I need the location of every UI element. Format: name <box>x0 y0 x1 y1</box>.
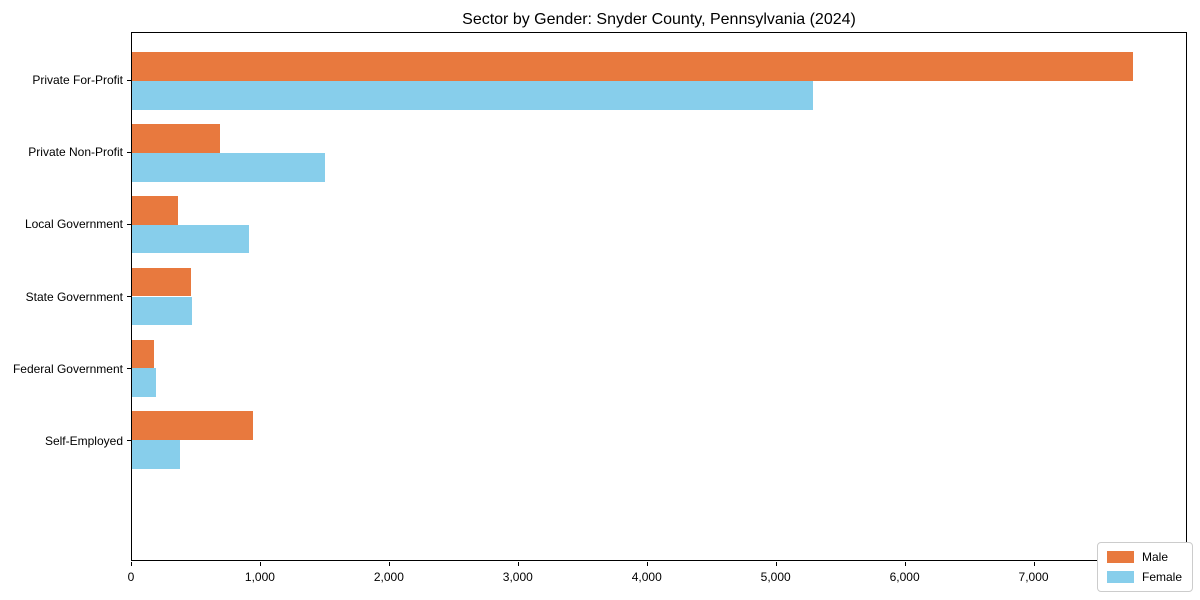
bar-male-0 <box>132 52 1134 81</box>
x-tick <box>1033 562 1035 566</box>
x-tick-label: 4,000 <box>631 570 662 584</box>
bar-male-5 <box>132 411 253 441</box>
legend-swatch-female <box>1106 571 1134 583</box>
x-tick <box>388 562 390 566</box>
chart-title: Sector by Gender: Snyder County, Pennsyl… <box>462 11 856 28</box>
y-axis-label: State Government <box>25 289 123 304</box>
y-tick <box>127 151 131 153</box>
bar-female-2 <box>132 224 250 254</box>
legend-entry-female: Female <box>1106 570 1182 584</box>
x-tick-label: 2,000 <box>373 570 404 584</box>
x-tick <box>517 562 519 566</box>
y-tick <box>127 223 131 225</box>
x-tick-label: 6,000 <box>889 570 920 584</box>
x-tick <box>775 562 777 566</box>
legend-label: Male <box>1141 550 1168 564</box>
x-tick <box>646 562 648 566</box>
x-tick-label: 5,000 <box>760 570 791 584</box>
bar-female-3 <box>132 296 193 326</box>
bar-female-5 <box>132 440 180 469</box>
legend-entry-male: Male <box>1106 550 1182 564</box>
y-axis-label: Federal Government <box>12 361 123 376</box>
y-tick <box>127 440 131 442</box>
legend-swatch-male <box>1106 551 1134 563</box>
x-tick-label: 3,000 <box>502 570 533 584</box>
bar-female-4 <box>132 368 157 398</box>
x-tick <box>131 562 132 566</box>
legend: Male Female <box>1096 542 1193 592</box>
bar-male-3 <box>132 267 192 297</box>
y-tick <box>127 368 131 370</box>
bar-male-1 <box>132 124 220 153</box>
bar-male-2 <box>132 195 179 225</box>
y-axis-label: Local Government <box>24 217 123 232</box>
y-tick <box>127 296 131 297</box>
x-tick-label: 0 <box>127 570 135 584</box>
bar-female-1 <box>132 152 326 182</box>
y-axis-label: Private For-Profit <box>32 73 123 88</box>
y-axis-label: Self-Employed <box>44 433 123 448</box>
x-tick-label: 1,000 <box>244 570 275 584</box>
bar-female-0 <box>132 80 813 110</box>
y-tick <box>127 79 131 81</box>
x-tick <box>259 562 261 566</box>
y-axis-label: Private Non-Profit <box>28 145 123 160</box>
x-tick-label: 7,000 <box>1018 570 1049 584</box>
plot-area <box>131 32 1187 561</box>
legend-label: Female <box>1141 570 1182 584</box>
x-tick <box>904 562 906 566</box>
bar-male-4 <box>132 339 154 369</box>
